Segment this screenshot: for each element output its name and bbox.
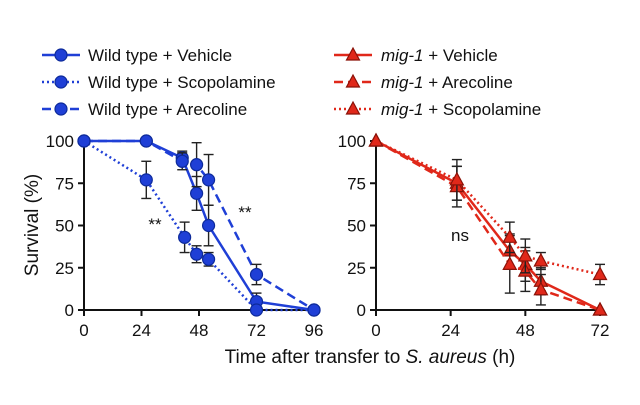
data-point — [175, 154, 189, 168]
right-y-tick-label: 0 — [357, 301, 366, 320]
left-x-tick-label: 72 — [247, 321, 266, 340]
annotation-ns: ns — [451, 226, 469, 245]
right-x-tick-label: 72 — [591, 321, 610, 340]
legend-label: mig-1 + Scopolamine — [381, 100, 541, 119]
legend-label: Wild type + Scopolamine — [88, 73, 276, 92]
data-point — [517, 247, 533, 262]
legend-item-wild-type-1: Wild type + Scopolamine — [42, 73, 276, 92]
legend-label: Wild type + Vehicle — [88, 46, 232, 65]
right-x-tick-label: 0 — [371, 321, 380, 340]
left-x-tick-label: 0 — [79, 321, 88, 340]
data-point — [201, 252, 216, 266]
legend-label: mig-1 + Vehicle — [381, 46, 498, 65]
left-y-tick-label: 50 — [55, 217, 74, 236]
data-point — [249, 267, 264, 282]
data-point — [190, 247, 204, 261]
legend-marker-circle — [54, 48, 68, 62]
data-point — [502, 256, 518, 270]
data-point — [201, 218, 216, 233]
legend-label-rest: + Arecoline — [424, 73, 513, 92]
right-series-line — [375, 139, 601, 276]
data-point — [533, 281, 549, 296]
right-x-tick-label: 24 — [441, 321, 460, 340]
legend-marker-triangle — [345, 73, 361, 88]
legend-item-mig-1-2: mig-1 + Scopolamine — [334, 100, 541, 119]
data-point — [190, 186, 204, 200]
left-panel-wild-type: 0 25 50 75 100 0 24 48 72 96 — [46, 132, 324, 340]
legend-label: mig-1 + Arecoline — [381, 73, 513, 92]
x-axis-title-italic: S. aureus — [406, 347, 488, 368]
x-axis-title-suffix: (h) — [487, 347, 516, 368]
x-axis-title: Time after transfer to S. aureus (h) — [225, 347, 516, 368]
legend-label-italic: mig-1 — [381, 46, 424, 65]
annotation-significance-arecoline: ** — [238, 203, 252, 222]
x-axis-title-prefix: Time after transfer to — [225, 347, 406, 368]
data-point — [502, 229, 518, 243]
legend-marker-circle — [54, 75, 68, 89]
legend-label-italic: mig-1 — [381, 100, 424, 119]
left-x-tick-label: 96 — [305, 321, 324, 340]
data-point — [201, 173, 216, 187]
data-point — [139, 173, 153, 187]
legend-marker-triangle — [345, 100, 361, 115]
legend: Wild type + Vehicle Wild type + Scopolami… — [42, 46, 541, 119]
left-y-tick-label: 100 — [46, 132, 74, 151]
right-x-tick-label: 48 — [516, 321, 535, 340]
legend-label-rest: + Scopolamine — [424, 100, 542, 119]
data-point — [368, 132, 384, 147]
legend-item-wild-type-2: Wild type + Arecoline — [42, 100, 247, 119]
left-x-tick-label: 24 — [132, 321, 151, 340]
right-y-tick-label: 75 — [347, 174, 366, 193]
legend-label: Wild type + Arecoline — [88, 100, 247, 119]
right-series-line — [375, 139, 601, 312]
legend-label-rest: + Vehicle — [424, 46, 498, 65]
right-y-tick-label: 25 — [347, 259, 366, 278]
right-panel-mig-1: 0 25 50 75 100 0 24 48 72 — [338, 132, 610, 340]
right-series-2 — [368, 132, 608, 286]
data-point — [190, 158, 204, 172]
legend-item-mig-1-0: mig-1 + Vehicle — [334, 46, 498, 65]
right-series-line — [375, 139, 601, 312]
data-point — [249, 303, 264, 317]
annotation-significance-scopolamine: ** — [148, 215, 162, 234]
legend-label-italic: mig-1 — [381, 73, 424, 92]
data-point — [449, 171, 465, 186]
data-point — [533, 252, 549, 267]
data-point — [77, 134, 91, 148]
left-y-tick-label: 75 — [55, 174, 74, 193]
right-y-tick-label: 50 — [347, 217, 366, 236]
data-point — [592, 266, 608, 281]
left-series-2 — [77, 134, 321, 317]
legend-marker-circle — [54, 102, 68, 116]
data-point — [307, 303, 321, 317]
left-x-tick-label: 48 — [190, 321, 209, 340]
legend-item-mig-1-1: mig-1 + Arecoline — [334, 73, 513, 92]
data-point — [592, 301, 608, 316]
data-point — [139, 134, 153, 148]
right-series-0 — [368, 132, 608, 316]
left-y-tick-label: 0 — [65, 301, 74, 320]
right-y-tick-label: 100 — [338, 132, 366, 151]
legend-item-wild-type-0: Wild type + Vehicle — [42, 46, 232, 65]
left-y-tick-label: 25 — [55, 259, 74, 278]
data-point — [178, 230, 192, 244]
y-axis-title: Survival (%) — [22, 174, 43, 276]
legend-marker-triangle — [345, 46, 361, 61]
